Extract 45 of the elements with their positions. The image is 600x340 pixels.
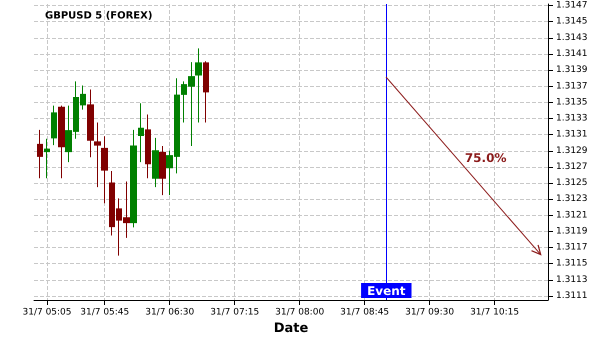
x-tick-label: 31/7 08:45	[340, 308, 390, 318]
x-tick-label: 31/7 06:30	[145, 308, 194, 318]
y-tick-label: 1.3125	[556, 178, 588, 188]
candlestick	[145, 114, 151, 179]
x-tick-label: 31/7 09:30	[405, 308, 454, 318]
annotation: 75.0%	[464, 150, 506, 165]
y-tick-label: 1.3141	[556, 49, 588, 60]
x-tick-label: 31/7 08:00	[275, 308, 324, 318]
candlestick	[203, 60, 209, 124]
y-tick-label: 1.3117	[556, 242, 588, 253]
y-tick-label: 1.3137	[556, 81, 588, 92]
ref-line-label: Event	[367, 284, 406, 298]
y-tick-label: 1.3147	[556, 0, 588, 11]
y-tick-label: 1.3129	[556, 146, 588, 156]
x-tick-label: 31/7 05:05	[22, 308, 72, 318]
candlestick	[87, 88, 94, 158]
candlestick	[94, 122, 101, 188]
candlestick	[195, 48, 202, 124]
candlestick	[37, 129, 43, 179]
y-tick-label: 1.3145	[556, 16, 588, 27]
x-axis-title: Date	[274, 321, 308, 336]
y-tick-label: 1.3135	[556, 97, 588, 108]
y-tick-label: 1.3115	[556, 258, 588, 269]
candlestick	[138, 102, 144, 163]
x-tick-label: 31/7 10:15	[470, 308, 520, 318]
y-tick-label: 1.3139	[556, 65, 588, 76]
y-tick-label: 1.3127	[556, 162, 588, 172]
y-tick-label: 1.3143	[556, 32, 588, 43]
y-tick-label: 1.3131	[556, 130, 588, 140]
y-tick-label: 1.3119	[556, 226, 588, 236]
text: GBPUSD 5 (FOREX)	[45, 10, 152, 22]
y-tick-label: 1.3111	[556, 290, 588, 301]
y-tick-label: 1.3133	[556, 114, 588, 124]
candlestick	[58, 105, 65, 179]
candlestick	[101, 136, 108, 204]
candlestick	[130, 129, 137, 228]
y-tick-label: 1.3123	[556, 194, 588, 204]
x-tick-label: 31/7 05:45	[80, 308, 130, 318]
y-tick-label: 1.3113	[556, 274, 588, 285]
candlestick	[44, 138, 50, 179]
candlestick	[152, 137, 159, 188]
y-tick-label: 1.3121	[556, 210, 588, 220]
x-tick-label: 31/7 07:15	[210, 308, 260, 318]
candlestick	[51, 105, 57, 146]
candlestick	[159, 145, 166, 196]
